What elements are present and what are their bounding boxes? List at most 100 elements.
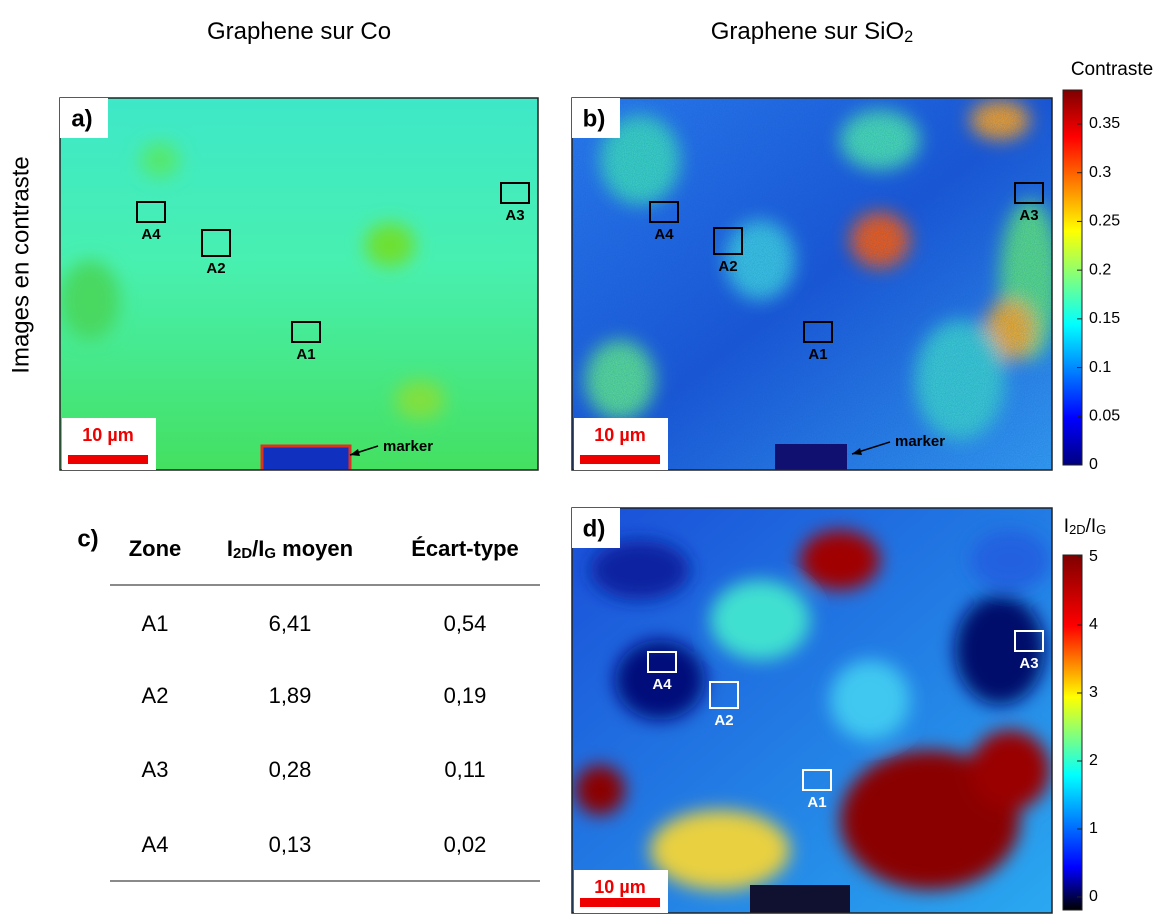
colorbar-tick-label: 5: [1089, 548, 1098, 565]
scale-bar-label: 10 µm: [594, 877, 645, 897]
zone-box: [713, 227, 743, 255]
colorbar-tick-label: 0.05: [1089, 408, 1120, 425]
zone-label: A2: [718, 258, 737, 275]
zone-label: A2: [714, 712, 733, 729]
zone-box: [291, 321, 321, 343]
zone-box: [647, 651, 677, 673]
row-label: Images en contraste: [7, 156, 34, 373]
colorbar-tick-label: 0.1: [1089, 359, 1111, 376]
image-a: [60, 98, 538, 470]
panel-label-box: [572, 508, 620, 548]
frame: [571, 507, 1053, 914]
zone-box: [649, 201, 679, 223]
colorbar-tick-label: 0.3: [1089, 164, 1111, 181]
text-part: Contraste: [1071, 59, 1153, 80]
colorbar-tick-label: 0.25: [1089, 213, 1120, 230]
image-d: [572, 508, 1052, 913]
table-cell: 0,54: [444, 611, 487, 636]
column-title: Graphene sur Co: [207, 18, 391, 45]
table-cell: 0,28: [269, 757, 312, 782]
colorbar-tick-label: 0: [1089, 888, 1098, 905]
panel-label-box: [572, 98, 620, 138]
zone-box: [136, 201, 166, 223]
table-cell: A3: [142, 757, 169, 782]
zone-box: [1014, 182, 1044, 204]
table-cell: 0,13: [269, 832, 312, 857]
colorbar-tick-label: 0.15: [1089, 310, 1120, 327]
text-part: /I: [252, 536, 264, 561]
text-part: I: [227, 536, 233, 561]
text-part: I: [1064, 516, 1069, 537]
zone-box: [500, 182, 530, 204]
arrowhead: [350, 449, 360, 456]
zone-box: [709, 681, 739, 709]
colorbar-tick-label: 0: [1089, 456, 1098, 473]
table-cell: 0,19: [444, 683, 487, 708]
zone-box: [1014, 630, 1044, 652]
text-part: Graphene sur SiO: [711, 18, 904, 45]
scale-bar-label: 10 µm: [594, 425, 645, 445]
table-cell: 1,89: [269, 683, 312, 708]
zone-label: A1: [807, 794, 826, 811]
colorbar-title: I2D/IG: [1064, 516, 1106, 537]
table-header: Écart-type: [411, 536, 519, 561]
colorbar-tick-label: 2: [1089, 752, 1098, 769]
table-cell: A2: [142, 683, 169, 708]
colorbar-tick-label: 3: [1089, 684, 1098, 701]
marker-label: marker: [383, 438, 433, 455]
table-header: I2D/IG moyen: [227, 536, 353, 563]
subscript: 2D: [233, 545, 252, 562]
colorbar-tick-label: 0.35: [1089, 115, 1120, 132]
table-label: c): [77, 525, 98, 552]
subscript: G: [264, 545, 276, 562]
scale-bar: [580, 455, 660, 464]
zone-label: A4: [141, 226, 161, 243]
table-cell: 0,02: [444, 832, 487, 857]
subscript: G: [1096, 522, 1106, 537]
scale-bar: [580, 898, 660, 907]
zone-label: A1: [296, 346, 315, 363]
image-b: [572, 98, 1052, 470]
colorbar: [1062, 554, 1083, 911]
text-part: Zone: [129, 536, 182, 561]
panel-label: d): [583, 515, 606, 542]
zone-label: A3: [505, 207, 524, 224]
frame: [59, 97, 539, 471]
column-title: Graphene sur SiO2: [711, 18, 914, 46]
text-part: /I: [1086, 516, 1097, 537]
colorbar-title: Contraste: [1071, 59, 1153, 80]
table-cell: 6,41: [269, 611, 312, 636]
table-header: Zone: [129, 536, 182, 561]
arrowhead: [852, 448, 862, 455]
table-cell: A1: [142, 611, 169, 636]
zone-label: A4: [654, 226, 674, 243]
table-cell: 0,11: [444, 757, 485, 782]
frame: [571, 97, 1053, 471]
zone-label: A3: [1019, 207, 1038, 224]
colorbar-tick-label: 0.2: [1089, 261, 1111, 278]
text-part: moyen: [276, 536, 353, 561]
scale-bar: [68, 455, 148, 464]
colorbar-tick-label: 1: [1089, 820, 1098, 837]
panel-label: b): [583, 105, 606, 132]
scale-bar-label: 10 µm: [82, 425, 133, 445]
panel-label-box: [60, 98, 108, 138]
table-cell: A4: [142, 832, 169, 857]
text-part: Graphene sur Co: [207, 18, 391, 45]
zone-label: A3: [1019, 655, 1038, 672]
zone-box: [803, 321, 833, 343]
marker-label: marker: [895, 433, 945, 450]
subscript: 2: [904, 28, 913, 46]
subscript: 2D: [1069, 522, 1086, 537]
zone-box: [802, 769, 832, 791]
zone-label: A4: [652, 676, 672, 693]
colorbar-tick-label: 4: [1089, 616, 1098, 633]
panel-label: a): [71, 105, 92, 132]
zone-box: [201, 229, 231, 257]
zone-label: A2: [206, 260, 225, 277]
colorbar: [1062, 89, 1083, 466]
text-part: Écart-type: [411, 536, 519, 561]
zone-label: A1: [808, 346, 827, 363]
